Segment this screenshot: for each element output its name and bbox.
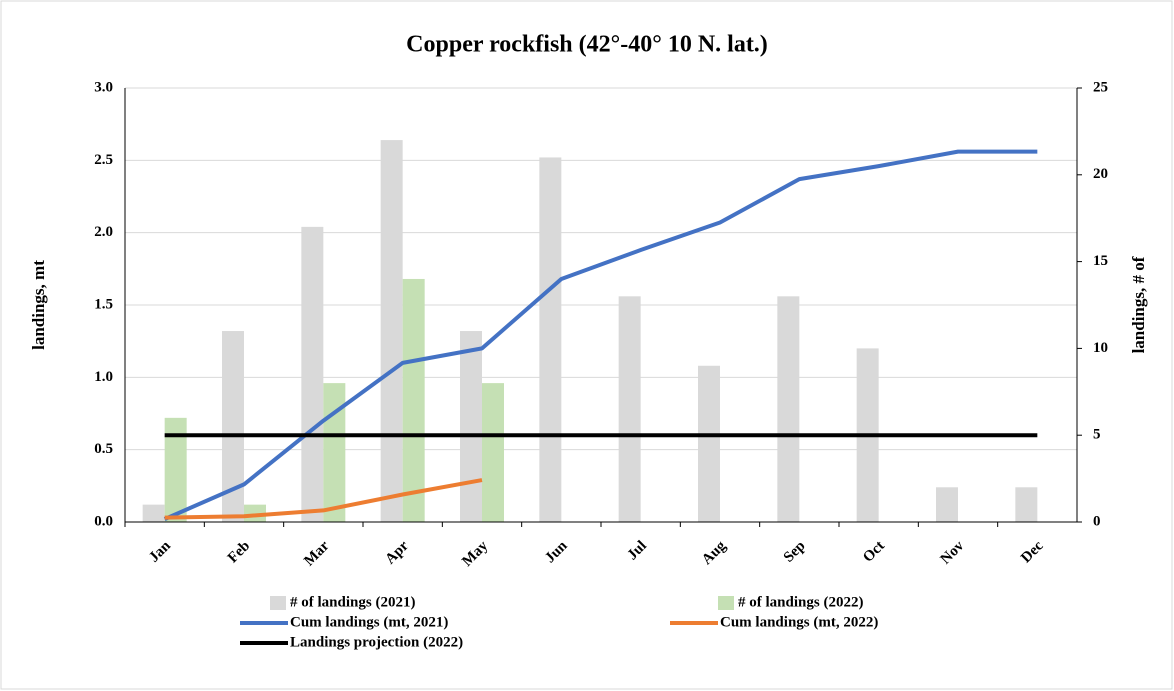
y-tick-label: 2.0 [94,224,113,240]
y-tick-label: 3.0 [94,79,113,95]
y2-axis-label: landings, # of [1129,256,1148,353]
y2-tick-label: 5 [1093,427,1101,443]
y-tick-label: 1.5 [94,296,113,312]
legend-label: Cum landings (mt, 2022) [720,614,878,630]
bar [380,140,403,522]
y-tick-label: 2.5 [94,152,113,168]
y2-tick-label: 15 [1093,253,1108,269]
bar [164,417,187,522]
bar [402,278,425,522]
bar [222,331,244,522]
y2-tick-label: 0 [1093,513,1101,529]
line-series [164,478,483,520]
bar [142,504,165,522]
bar [777,296,800,522]
bar [539,157,562,522]
legend-swatch [270,596,286,610]
bar [1015,487,1038,522]
y-tick-label: 0.5 [94,441,113,457]
line-series [163,149,1038,521]
y2-tick-label: 25 [1093,79,1108,95]
bar [301,226,324,522]
legend-swatch [718,596,734,610]
bar [936,487,958,522]
bar [460,331,482,522]
legend-label: # of landings (2021) [290,594,415,610]
y-tick-label: 0.0 [94,513,113,529]
legend-label: Landings projection (2022) [290,634,463,650]
bar [482,383,504,522]
y2-tick-label: 10 [1093,340,1108,356]
bar [323,383,346,522]
bar [618,296,641,522]
legend-label: # of landings (2022) [738,594,863,610]
chart-title: Copper rockfish (42°-40° 10 N. lat.) [406,32,768,58]
bar [698,365,720,522]
legend-label: Cum landings (mt, 2021) [290,614,448,630]
y2-tick-label: 20 [1093,166,1108,182]
y-tick-label: 1.0 [94,369,113,385]
y-axis-label: landings, mt [29,260,48,350]
